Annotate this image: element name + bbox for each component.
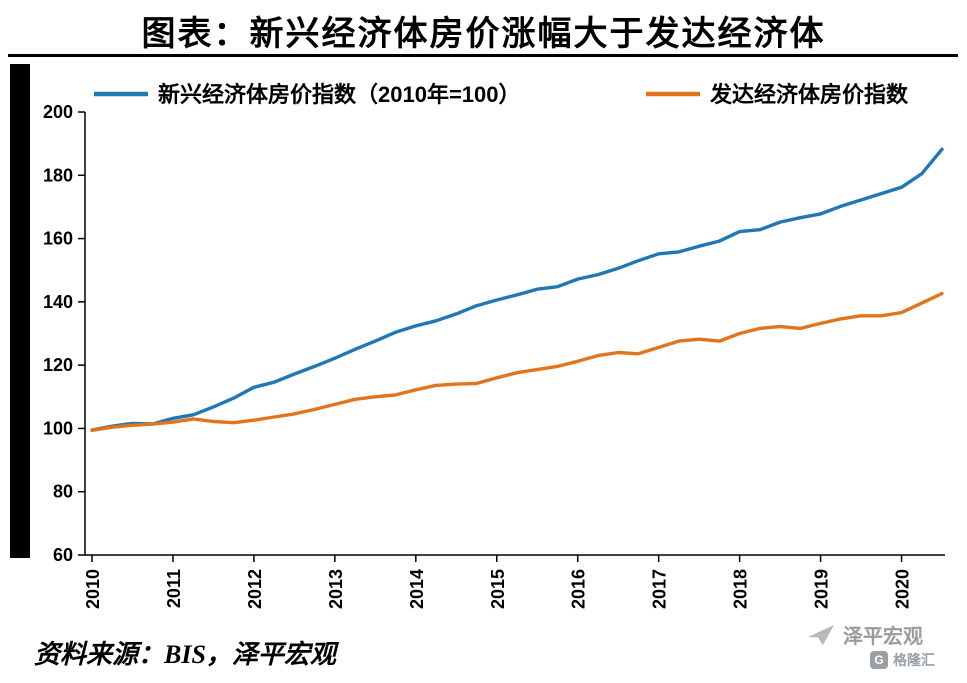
axes bbox=[84, 112, 945, 556]
watermark: 泽平宏观 bbox=[807, 620, 923, 649]
x-tick-label: 2019 bbox=[812, 569, 832, 609]
watermark-text: 泽平宏观 bbox=[843, 626, 923, 648]
source-note: 资料来源：BIS，泽平宏观 bbox=[34, 640, 336, 669]
y-tick-label: 180 bbox=[43, 165, 73, 185]
gelonghui-label: 格隆汇 bbox=[893, 652, 935, 668]
y-tick-label: 140 bbox=[43, 292, 73, 312]
title-underline bbox=[8, 54, 958, 57]
page-title: 图表：新兴经济体房价涨幅大于发达经济体 bbox=[141, 15, 826, 53]
x-tick-label: 2014 bbox=[407, 569, 427, 609]
y-tick-label: 160 bbox=[43, 229, 73, 249]
x-tick-label: 2015 bbox=[488, 569, 508, 609]
x-tick-label: 2010 bbox=[83, 569, 103, 609]
y-tick-label: 100 bbox=[43, 418, 73, 438]
house-price-chart: 60 80 100 120 140 160 180 200 2010 2011 2012 2013 20… bbox=[43, 82, 945, 609]
x-tick-label: 2011 bbox=[164, 569, 184, 608]
x-tick-label: 2013 bbox=[326, 569, 346, 609]
left-accent-bar bbox=[10, 64, 30, 558]
legend-label-0: 新兴经济体房价指数（2010年=100） bbox=[158, 82, 521, 107]
zeping-logo-icon bbox=[808, 624, 834, 645]
x-tick-label: 2012 bbox=[245, 569, 265, 609]
x-tick-label: 2016 bbox=[569, 569, 589, 609]
series-line-0 bbox=[90, 147, 944, 432]
y-tick-label: 200 bbox=[43, 102, 73, 122]
gelonghui-brand: G 格隆汇 bbox=[870, 650, 935, 670]
x-tick-label: 2018 bbox=[731, 569, 751, 609]
y-tick-label: 120 bbox=[43, 355, 73, 375]
x-tick-label: 2017 bbox=[650, 569, 670, 609]
y-tick-label: 80 bbox=[53, 482, 73, 502]
gelonghui-logo-icon: G bbox=[870, 651, 888, 669]
series-line-1 bbox=[90, 291, 944, 432]
legend-label-1: 发达经济体房价指数 bbox=[709, 82, 909, 107]
x-tick-label: 2020 bbox=[893, 569, 913, 609]
y-tick-label: 60 bbox=[53, 545, 73, 565]
